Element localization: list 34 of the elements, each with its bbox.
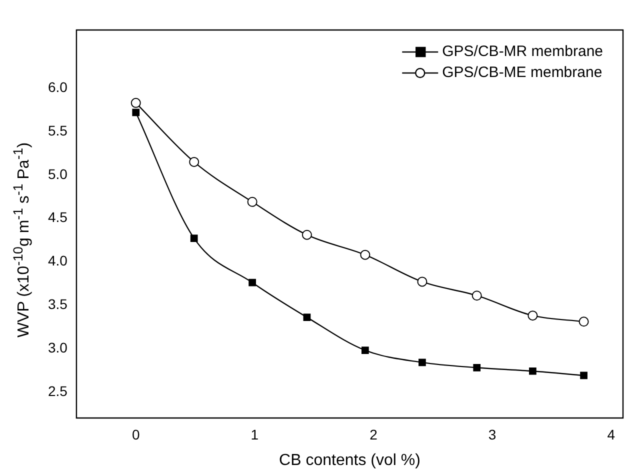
y-tick-label: 4.5 <box>48 209 68 226</box>
y-tick-label: 5.0 <box>48 166 68 182</box>
point <box>580 372 588 380</box>
y-tick-label: 6.0 <box>48 79 68 96</box>
y-tick-label: 3.0 <box>48 339 68 356</box>
x-tick-label: 3 <box>488 426 496 442</box>
point <box>248 278 256 286</box>
point <box>189 156 200 167</box>
point <box>302 230 312 240</box>
point <box>473 364 481 372</box>
point <box>130 98 141 108</box>
point <box>472 290 482 301</box>
x-axis-title: CB contents (vol %) <box>279 452 420 469</box>
x-tick-label: 2 <box>370 426 378 442</box>
x-tick-label: 0 <box>132 426 140 442</box>
y-tick-label: 4.0 <box>48 252 68 269</box>
point <box>578 316 589 327</box>
y-tick-label: 2.5 <box>48 382 68 399</box>
legend-label: GPS/CB-ME membrane <box>442 64 602 82</box>
y-tick-label: 5.5 <box>48 122 68 138</box>
point <box>528 310 538 321</box>
point <box>418 358 426 366</box>
point <box>303 314 311 321</box>
legend-label: GPS/CB-MR membrane <box>442 43 604 60</box>
point <box>247 196 258 207</box>
point <box>361 346 369 354</box>
point <box>417 276 428 287</box>
point <box>132 108 140 116</box>
y-tick-label: 3.5 <box>48 296 68 312</box>
x-tick-label: 1 <box>250 426 259 442</box>
point <box>529 367 536 375</box>
point <box>360 250 370 260</box>
point <box>190 234 198 242</box>
x-tick-label: 4 <box>607 426 616 442</box>
